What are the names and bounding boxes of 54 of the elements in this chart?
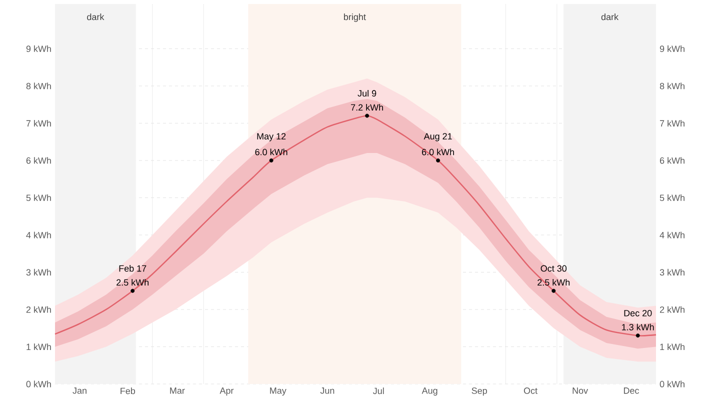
annotation: Aug 21	[424, 133, 452, 142]
point	[436, 158, 440, 162]
y2-tick-label: 9 kWh	[660, 45, 684, 52]
annotation: Oct 30	[540, 265, 567, 272]
point	[269, 158, 274, 162]
y-tick-label: 0 kWh	[26, 380, 51, 388]
x-tick-label: Sep	[472, 388, 487, 396]
y2-tick-label: 0 kWh	[660, 380, 684, 388]
y2-tick-label: 6 kWh	[660, 157, 684, 164]
y-tick-label: 3 kWh	[26, 268, 51, 276]
y-tick-label: 9 kWh	[26, 45, 51, 52]
point	[130, 288, 135, 293]
y2-tick-label: 7 kWh	[660, 120, 684, 126]
x-tick-label: Jan	[72, 388, 86, 394]
point	[636, 334, 640, 338]
data-label: 1.3 kWh	[622, 324, 654, 330]
x-tick-label: Jun	[320, 388, 334, 394]
band-label: dark	[601, 14, 619, 20]
x-tick-label: May	[270, 388, 286, 396]
y-tick-label: 6 kWh	[26, 157, 51, 164]
y-tick-label: 1 kWh	[26, 343, 51, 350]
band-label: dark	[87, 14, 104, 20]
band-label: bright	[344, 14, 366, 22]
annotation: Jul 9	[358, 90, 376, 97]
x-tick-label: Feb	[120, 388, 136, 394]
x-tick-label: Oct	[524, 388, 538, 394]
y2-tick-label: 8 kWh	[660, 82, 684, 90]
annotation: Feb 17	[119, 265, 146, 272]
annotation: Dec 20	[624, 310, 652, 316]
y-tick-label: 4 kWh	[26, 232, 51, 238]
x-tick-label: Aug	[422, 388, 438, 396]
data-label: 7.2 kWh	[351, 104, 383, 111]
x-tick-label: Mar	[170, 388, 185, 394]
data-label: 6.0 kWh	[255, 148, 288, 156]
point	[552, 288, 556, 293]
y2-tick-label: 3 kWh	[660, 268, 684, 276]
x-tick-label: Dec	[624, 388, 639, 394]
y2-tick-label: 2 kWh	[660, 306, 684, 313]
y-tick-label: 2 kWh	[26, 306, 51, 313]
y2-tick-label: 4 kWh	[660, 232, 684, 238]
x-tick-label: Apr	[220, 388, 234, 396]
point	[365, 114, 370, 118]
x-tick-label: Jul	[373, 388, 384, 394]
x-tick-label: Nov	[572, 388, 588, 394]
line-series	[54, 115, 657, 336]
data-label: 2.5 kWh	[538, 279, 570, 286]
y2-tick-label: 1 kWh	[660, 343, 684, 350]
y-tick-label: 8 kWh	[26, 82, 51, 90]
y-tick-label: 7 kWh	[26, 120, 51, 126]
data-label: 2.5 kWh	[116, 279, 149, 286]
data-label: 6.0 kWh	[422, 148, 454, 156]
y-tick-label: 5 kWh	[26, 194, 51, 202]
y2-tick-label: 5 kWh	[660, 194, 684, 202]
annotation: May 12	[257, 133, 286, 142]
